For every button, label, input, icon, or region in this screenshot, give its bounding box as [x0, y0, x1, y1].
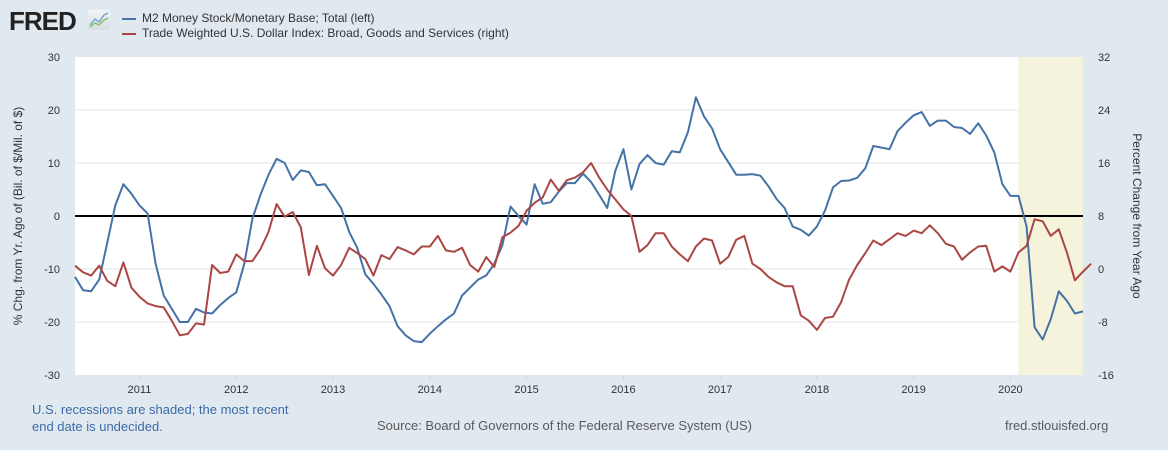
x-tick-label: 2017 [708, 384, 732, 396]
y-tick-left: -30 [44, 370, 60, 382]
y-tick-right: -8 [1098, 317, 1108, 329]
chart-line-icon [88, 10, 110, 30]
legend-label: Trade Weighted U.S. Dollar Index: Broad,… [142, 26, 509, 40]
x-tick-label: 2016 [611, 384, 635, 396]
y-tick-right: 0 [1098, 264, 1104, 276]
legend-item-m2[interactable]: M2 Money Stock/Monetary Base; Total (lef… [122, 11, 509, 26]
recession-note-line1: U.S. recessions are shaded; the most rec… [32, 402, 289, 417]
series-line-twd [74, 162, 1092, 337]
y-axis-title-left: % Chg. from Yr. Ago of (Bil. of $/Mil. o… [11, 107, 25, 326]
recession-note: U.S. recessions are shaded; the most rec… [32, 401, 289, 435]
y-tick-right: 8 [1098, 211, 1104, 223]
legend-label: M2 Money Stock/Monetary Base; Total (lef… [142, 11, 375, 25]
legend-swatch-red [122, 32, 136, 35]
y-tick-left: -10 [44, 264, 60, 276]
x-tick-label: 2013 [321, 384, 345, 396]
y-tick-left: 20 [48, 105, 60, 117]
x-tick-label: 2018 [805, 384, 829, 396]
y-tick-right: -16 [1098, 370, 1114, 382]
site-link[interactable]: fred.stlouisfed.org [1005, 418, 1109, 433]
x-tick-label: 2015 [514, 384, 538, 396]
recession-note-line2: end date is undecided. [32, 419, 163, 434]
legend: M2 Money Stock/Monetary Base; Total (lef… [122, 11, 509, 41]
y-tick-right: 16 [1098, 158, 1110, 170]
y-tick-right: 32 [1098, 52, 1110, 64]
x-tick-label: 2020 [998, 384, 1022, 396]
y-axis-title-right: Percent Change from Year Ago [1130, 133, 1144, 299]
x-tick-label: 2011 [128, 384, 152, 396]
x-tick-label: 2012 [224, 384, 248, 396]
x-tick-label: 2019 [901, 384, 925, 396]
x-tick-label: 2014 [418, 384, 442, 396]
y-tick-left: 10 [48, 158, 60, 170]
y-tick-left: 0 [54, 211, 60, 223]
legend-item-twd[interactable]: Trade Weighted U.S. Dollar Index: Broad,… [122, 26, 509, 41]
legend-swatch-blue [122, 17, 136, 20]
y-tick-left: 30 [48, 52, 60, 64]
source-text: Source: Board of Governors of the Federa… [377, 418, 752, 433]
y-tick-right: 24 [1098, 105, 1110, 117]
series-line-m2 [74, 96, 1084, 344]
y-tick-left: -20 [44, 317, 60, 329]
fred-logo[interactable]: FRED [9, 6, 77, 36]
